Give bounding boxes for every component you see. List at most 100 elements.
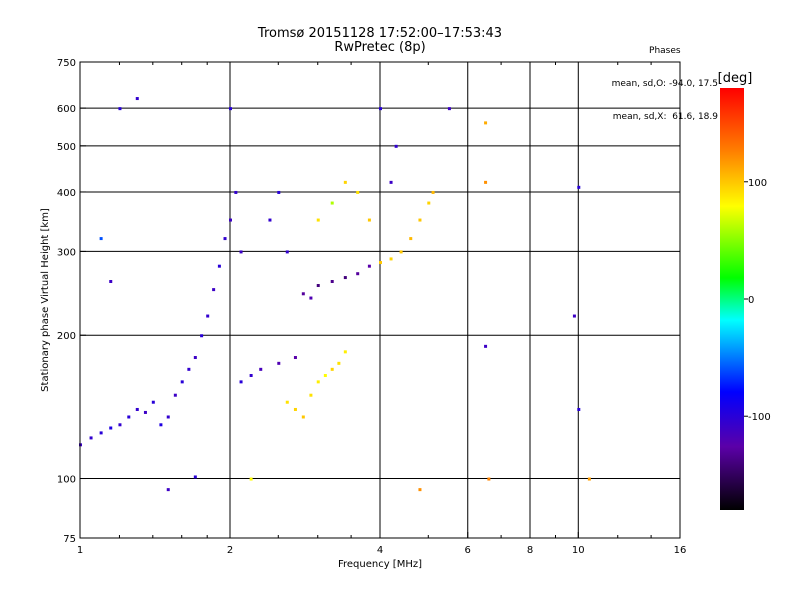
- data-point: [239, 380, 243, 384]
- data-point: [572, 314, 576, 318]
- data-point: [135, 97, 139, 101]
- data-point: [367, 218, 371, 222]
- x-tick-label: 1: [77, 545, 83, 556]
- data-point: [293, 407, 297, 411]
- x-tick-label: 8: [527, 545, 533, 556]
- data-point: [277, 361, 281, 365]
- data-point: [447, 107, 451, 111]
- data-point: [285, 400, 289, 404]
- data-point: [484, 180, 488, 184]
- data-point: [316, 380, 320, 384]
- y-tick-label: 75: [63, 534, 76, 545]
- data-point: [193, 356, 197, 360]
- data-point: [109, 280, 113, 284]
- data-point: [118, 107, 122, 111]
- data-point: [268, 218, 272, 222]
- data-point: [277, 190, 281, 194]
- data-point: [484, 121, 488, 125]
- data-point: [343, 180, 347, 184]
- data-point: [229, 218, 232, 222]
- chart-title: Tromsø 20151128 17:52:00–17:53:43: [257, 26, 503, 41]
- chart-subtitle: RwPretec (8p): [334, 40, 426, 55]
- data-point: [293, 356, 297, 360]
- x-tick-label: 4: [377, 545, 383, 556]
- colorbar-tick-label: 100: [748, 178, 767, 189]
- data-point: [431, 190, 435, 194]
- x-tick-label: 16: [674, 545, 687, 556]
- data-point: [309, 296, 313, 300]
- data-point: [212, 288, 216, 292]
- data-point: [301, 415, 305, 419]
- data-point: [89, 436, 93, 440]
- data-point: [193, 475, 197, 479]
- data-point: [577, 407, 581, 411]
- colorbar-unit-label: [deg]: [718, 71, 753, 86]
- phases-o-stats: mean, sd,O: -94.0, 17.5: [611, 79, 718, 89]
- data-point: [409, 237, 413, 241]
- data-point: [356, 190, 360, 194]
- data-point: [127, 415, 131, 419]
- x-axis-label: Frequency [MHz]: [338, 559, 422, 570]
- data-point: [343, 276, 347, 280]
- data-point: [173, 393, 177, 397]
- data-point: [330, 201, 334, 205]
- data-point: [389, 257, 393, 261]
- grid: [80, 62, 680, 538]
- data-point: [109, 426, 113, 430]
- phases-title: Phases: [649, 46, 681, 56]
- data-point: [239, 250, 243, 254]
- x-tick-label: 6: [465, 545, 471, 556]
- data-point: [316, 218, 320, 222]
- data-point: [337, 361, 341, 365]
- data-point: [166, 488, 170, 492]
- data-point: [223, 237, 227, 241]
- phases-summary: Phases mean, sd,O: -94.0, 17.5 mean, sd,…: [612, 24, 718, 134]
- x-tick-label: 10: [572, 545, 585, 556]
- data-point: [206, 314, 210, 318]
- y-axis: 75 100 200 300 400 500 600 750: [57, 58, 86, 545]
- data-point: [180, 380, 184, 384]
- data-point: [394, 144, 398, 148]
- data-point: [118, 423, 122, 427]
- data-point: [249, 374, 253, 378]
- data-point: [330, 367, 334, 371]
- y-tick-label: 100: [57, 475, 76, 486]
- data-point: [323, 374, 327, 378]
- data-point: [367, 264, 371, 268]
- x-tick-label: 2: [227, 545, 233, 556]
- data-point: [389, 180, 393, 184]
- data-point: [379, 261, 382, 265]
- data-point: [135, 407, 139, 411]
- data-point: [151, 400, 155, 404]
- data-point: [343, 350, 347, 354]
- data-point: [234, 190, 238, 194]
- data-point: [217, 264, 221, 268]
- data-point: [259, 367, 263, 371]
- data-point: [427, 201, 431, 205]
- data-point: [99, 431, 103, 435]
- data-point: [330, 280, 334, 284]
- data-point: [285, 250, 289, 254]
- data-point: [187, 367, 191, 371]
- y-tick-label: 400: [57, 188, 76, 199]
- data-point: [356, 272, 360, 276]
- data-point: [143, 410, 147, 414]
- data-point: [99, 237, 103, 241]
- data-point: [249, 477, 253, 481]
- phases-x-stats: mean, sd,X: 61.6, 18.9: [612, 112, 718, 122]
- data-point: [316, 284, 320, 288]
- y-tick-label: 300: [57, 247, 76, 258]
- data-point: [399, 250, 403, 254]
- colorbar-tick-label: 0: [748, 295, 754, 306]
- data-point: [200, 334, 204, 338]
- x-axis: 1 2 4 6 8 10 16: [77, 62, 687, 556]
- data-point: [577, 185, 581, 189]
- data-point: [301, 292, 305, 296]
- data-point: [309, 393, 313, 397]
- data-point: [418, 218, 422, 222]
- y-tick-label: 500: [57, 142, 76, 153]
- data-point: [166, 415, 170, 419]
- data-point: [587, 477, 591, 481]
- data-point: [379, 107, 382, 111]
- data-point: [229, 107, 232, 111]
